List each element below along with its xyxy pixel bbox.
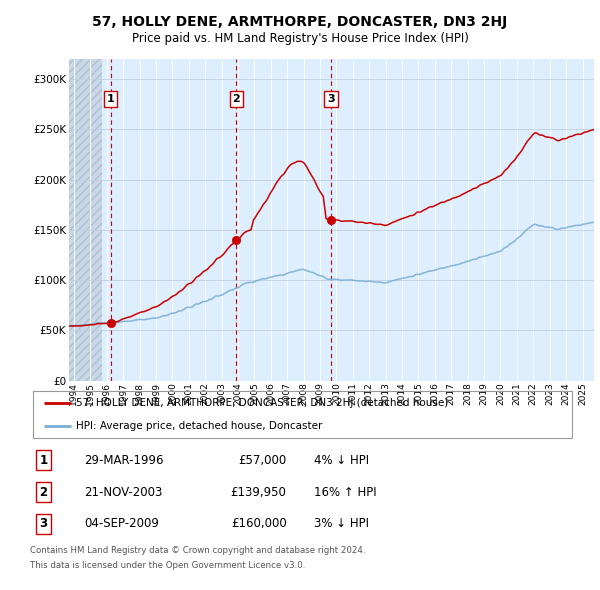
Text: Contains HM Land Registry data © Crown copyright and database right 2024.: Contains HM Land Registry data © Crown c… <box>30 546 365 555</box>
Text: 3% ↓ HPI: 3% ↓ HPI <box>314 517 369 530</box>
Text: 4% ↓ HPI: 4% ↓ HPI <box>314 454 369 467</box>
Text: £57,000: £57,000 <box>238 454 287 467</box>
Text: 16% ↑ HPI: 16% ↑ HPI <box>314 486 377 499</box>
Text: £139,950: £139,950 <box>231 486 287 499</box>
Text: £160,000: £160,000 <box>231 517 287 530</box>
Text: 2: 2 <box>40 486 48 499</box>
Text: 57, HOLLY DENE, ARMTHORPE, DONCASTER, DN3 2HJ: 57, HOLLY DENE, ARMTHORPE, DONCASTER, DN… <box>92 15 508 29</box>
Text: 2: 2 <box>232 94 240 104</box>
Text: 04-SEP-2009: 04-SEP-2009 <box>85 517 160 530</box>
Text: 57, HOLLY DENE, ARMTHORPE, DONCASTER, DN3 2HJ (detached house): 57, HOLLY DENE, ARMTHORPE, DONCASTER, DN… <box>76 398 449 408</box>
Text: Price paid vs. HM Land Registry's House Price Index (HPI): Price paid vs. HM Land Registry's House … <box>131 32 469 45</box>
Text: 3: 3 <box>327 94 335 104</box>
Text: 21-NOV-2003: 21-NOV-2003 <box>85 486 163 499</box>
Text: 3: 3 <box>40 517 48 530</box>
Text: HPI: Average price, detached house, Doncaster: HPI: Average price, detached house, Donc… <box>76 421 323 431</box>
Text: 29-MAR-1996: 29-MAR-1996 <box>85 454 164 467</box>
Bar <box>69 59 102 381</box>
Text: This data is licensed under the Open Government Licence v3.0.: This data is licensed under the Open Gov… <box>30 560 305 569</box>
Text: 1: 1 <box>40 454 48 467</box>
Text: 1: 1 <box>107 94 115 104</box>
